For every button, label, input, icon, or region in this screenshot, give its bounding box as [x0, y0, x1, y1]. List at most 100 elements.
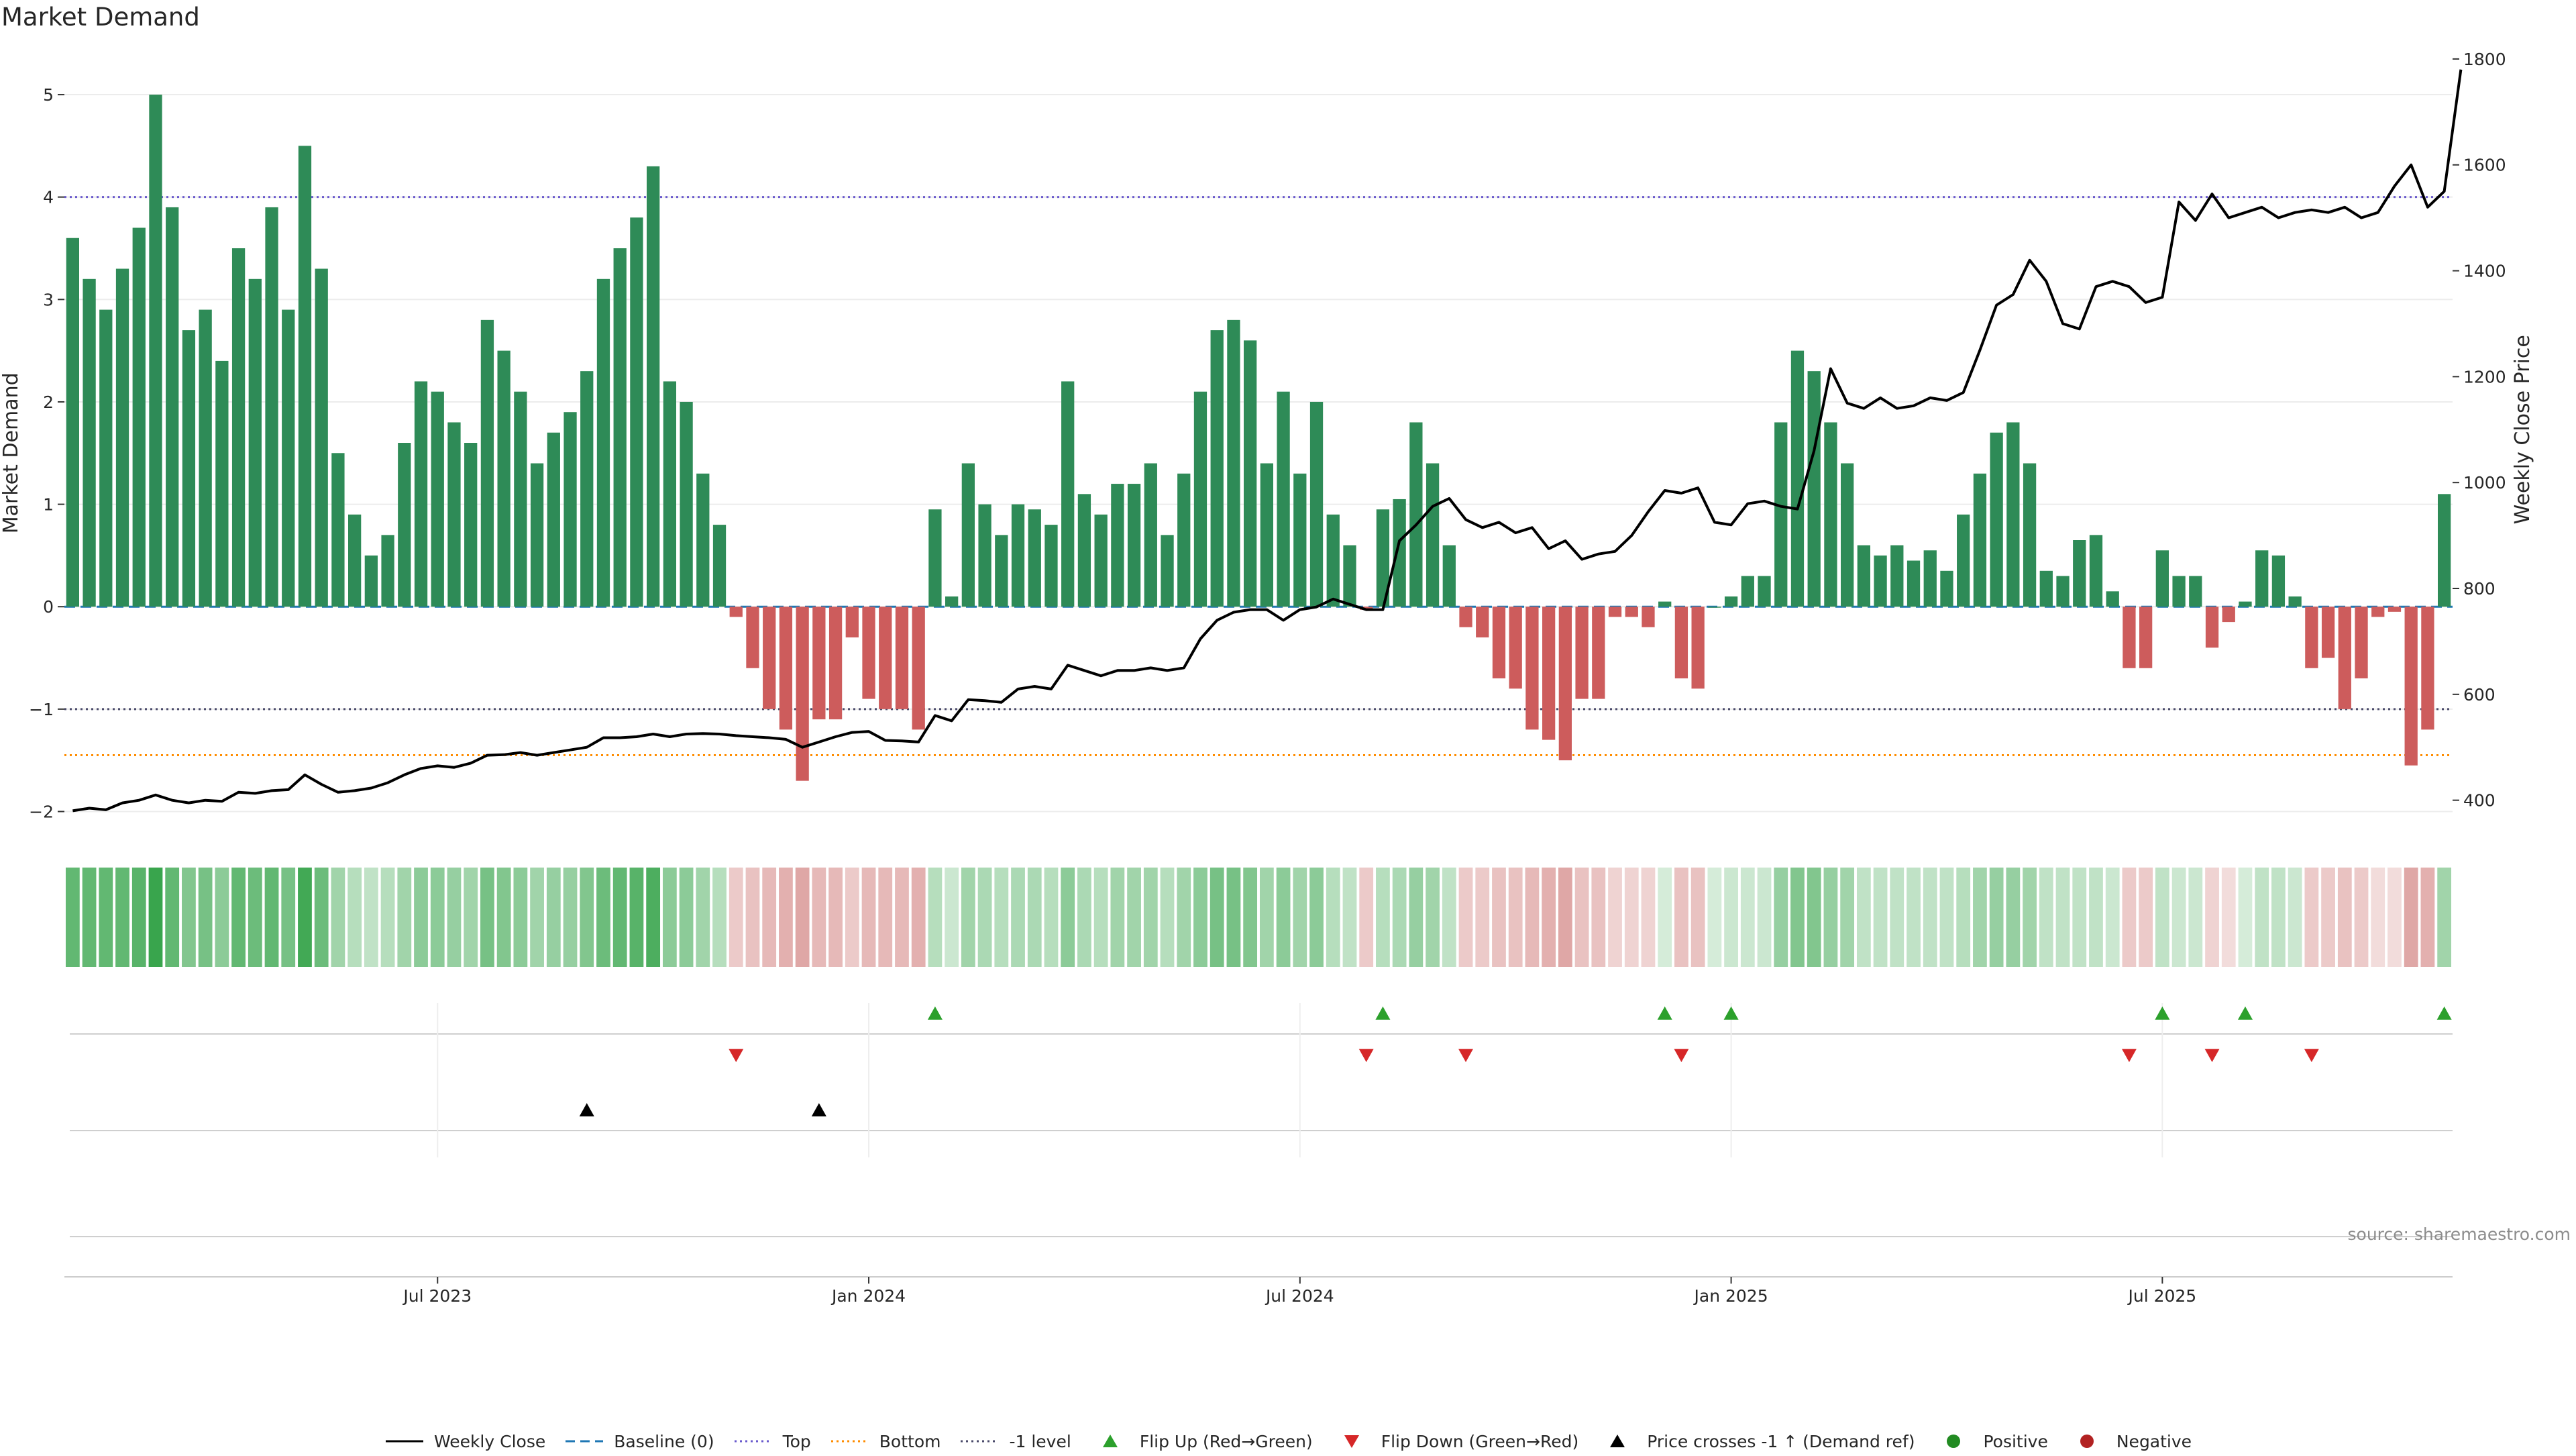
heat-cell [1342, 868, 1357, 967]
demand-bar [115, 268, 129, 607]
heat-cell [99, 868, 113, 967]
heat-cell [2238, 868, 2253, 967]
heat-cell [1939, 868, 1954, 967]
demand-bar [564, 412, 577, 607]
legend-label: -1 level [1009, 1431, 1071, 1451]
demand-bar [995, 535, 1008, 607]
heat-cell [1989, 868, 2004, 967]
heat-cell [182, 868, 196, 967]
heat-cell [1061, 868, 1075, 967]
heat-cell [1591, 868, 1606, 967]
legend-item: Negative [2067, 1431, 2192, 1451]
heat-cell [1376, 868, 1390, 967]
flip-up-marker [927, 1006, 943, 1020]
demand-bar [2271, 555, 2286, 607]
heat-cell [2437, 868, 2452, 967]
heat-cell [928, 868, 943, 967]
heat-cell [1326, 868, 1340, 967]
demand-bar [497, 350, 511, 607]
demand-bar [1243, 340, 1257, 607]
demand-bar [895, 607, 909, 709]
circle-icon [2080, 1435, 2094, 1448]
heat-cell [2221, 868, 2236, 967]
demand-bar [1277, 391, 1290, 607]
demand-bar [729, 607, 743, 617]
flip-down-marker [2121, 1049, 2137, 1062]
demand-bar [1923, 550, 1937, 607]
demand-bar [1326, 514, 1340, 607]
demand-bar [1592, 607, 1605, 699]
demand-bar [398, 443, 411, 607]
heat-cell [2155, 868, 2169, 967]
heat-cell [845, 868, 859, 967]
heat-cell [1027, 868, 1042, 967]
heat-cell [480, 868, 494, 967]
demand-bar [1957, 514, 1970, 607]
demand-bar [2305, 607, 2318, 668]
flip-down-marker [729, 1049, 744, 1062]
demand-bar [1691, 607, 1705, 689]
demand-bar [796, 607, 809, 781]
heat-cell [563, 868, 578, 967]
demand-bar [2123, 607, 2136, 668]
right-tick-label: 1800 [2463, 50, 2506, 69]
heat-cell [198, 868, 213, 967]
legend-item: Bottom [830, 1431, 941, 1451]
heat-cell [878, 868, 893, 967]
right-tick-label: 1000 [2463, 473, 2506, 492]
right-tick-label: 1200 [2463, 367, 2506, 386]
price-cross-marker [579, 1103, 594, 1116]
demand-bar [1492, 607, 1506, 679]
heat-cell [131, 868, 146, 967]
demand-bar [1973, 473, 1987, 607]
price-cross-marker [811, 1103, 826, 1116]
demand-bar [2288, 596, 2302, 607]
heat-cell [2188, 868, 2203, 967]
heat-cell [2023, 868, 2037, 967]
heat-cell [1210, 868, 1224, 967]
date-tick-label: Jul 2023 [402, 1286, 472, 1306]
demand-bars [66, 95, 2451, 781]
demand-bar [1459, 607, 1472, 627]
heat-cell [1525, 868, 1540, 967]
demand-bar [1144, 463, 1157, 607]
demand-bar [912, 607, 925, 730]
heat-cell [795, 868, 810, 967]
legend-label: Flip Up (Red→Green) [1139, 1431, 1313, 1451]
heat-cell [248, 868, 262, 967]
demand-bar [1907, 560, 1921, 607]
heat-cell [215, 868, 229, 967]
legend-label: Weekly Close [433, 1431, 546, 1451]
demand-bar [580, 371, 594, 607]
heat-cell [1757, 868, 1772, 967]
demand-bar [1476, 607, 1489, 637]
heat-cell [264, 868, 279, 967]
demand-bar [613, 248, 627, 607]
heat-cell [1658, 868, 1672, 967]
right-tick-label: 800 [2463, 579, 2496, 599]
flip-up-marker [2155, 1006, 2170, 1020]
heat-cell [231, 868, 246, 967]
demand-bar [1442, 545, 1456, 607]
demand-bar [2404, 607, 2418, 766]
heat-cell [2288, 868, 2302, 967]
weekly-close-line [72, 69, 2463, 813]
right-tick-label: 1600 [2463, 156, 2506, 175]
legend-label: Flip Down (Green→Red) [1381, 1431, 1579, 1451]
source-note: source: sharemaestro.com [2347, 1225, 2571, 1244]
legend-item: Flip Down (Green→Red) [1332, 1431, 1579, 1451]
heat-cell [779, 868, 793, 967]
demand-bar [1807, 371, 1821, 607]
demand-bar [331, 453, 345, 607]
demand-bar [2073, 540, 2086, 607]
heat-cell [331, 868, 345, 967]
heat-cell [1409, 868, 1424, 967]
demand-bar [1111, 484, 1124, 607]
heat-cell [1973, 868, 1987, 967]
demand-bar [1011, 504, 1025, 607]
heat-cell [1160, 868, 1175, 967]
demand-bar [1309, 401, 1324, 607]
demand-bar [83, 278, 96, 607]
heat-cell [1890, 868, 1904, 967]
